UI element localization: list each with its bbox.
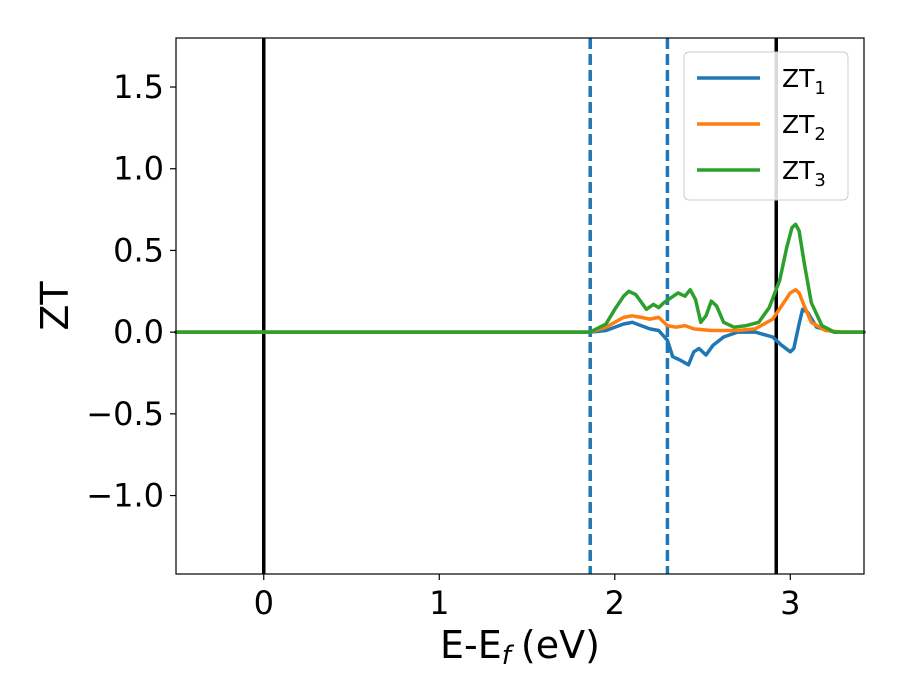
- legend-label-sub: 3: [814, 170, 825, 191]
- series-line-3: [174, 222, 866, 334]
- x-tick-label: 2: [605, 584, 625, 622]
- y-tick-label: 0.5: [113, 231, 164, 269]
- legend-label-main: ZT: [782, 64, 815, 93]
- legend-label-3: ZT3: [782, 156, 826, 191]
- x-axis-label-unit: (eV): [521, 623, 600, 667]
- y-tick-label: 1.0: [113, 150, 164, 188]
- legend-box: [683, 51, 849, 201]
- y-tick-label: −1.0: [86, 477, 164, 515]
- y-tick-label: −0.5: [86, 395, 164, 433]
- x-tick-label: 1: [429, 584, 449, 622]
- series-line-1: [174, 307, 866, 367]
- x-tick-label: 3: [780, 584, 800, 622]
- axis-ticks: 0 1 2 3 −1.0 −0.5 0.0 0.5 1.0 1.5: [86, 68, 800, 622]
- legend-label-main: ZT: [782, 156, 815, 185]
- legend-label-1: ZT1: [782, 64, 826, 99]
- legend-label-main: ZT: [782, 110, 815, 139]
- y-tick-label: 0.0: [113, 313, 164, 351]
- legend-label-sub: 1: [814, 78, 825, 99]
- x-axis-label-main: E-E: [440, 623, 502, 667]
- legend-label-2: ZT2: [782, 110, 826, 145]
- series-line-2: [174, 287, 866, 334]
- x-tick-label: 0: [254, 584, 274, 622]
- y-axis-label: ZT: [33, 281, 77, 331]
- axes-frame: [175, 37, 865, 575]
- y-tick-label: 1.5: [113, 68, 164, 106]
- x-axis-label: E-Ef (eV): [440, 623, 600, 671]
- legend-label-sub: 2: [814, 124, 825, 145]
